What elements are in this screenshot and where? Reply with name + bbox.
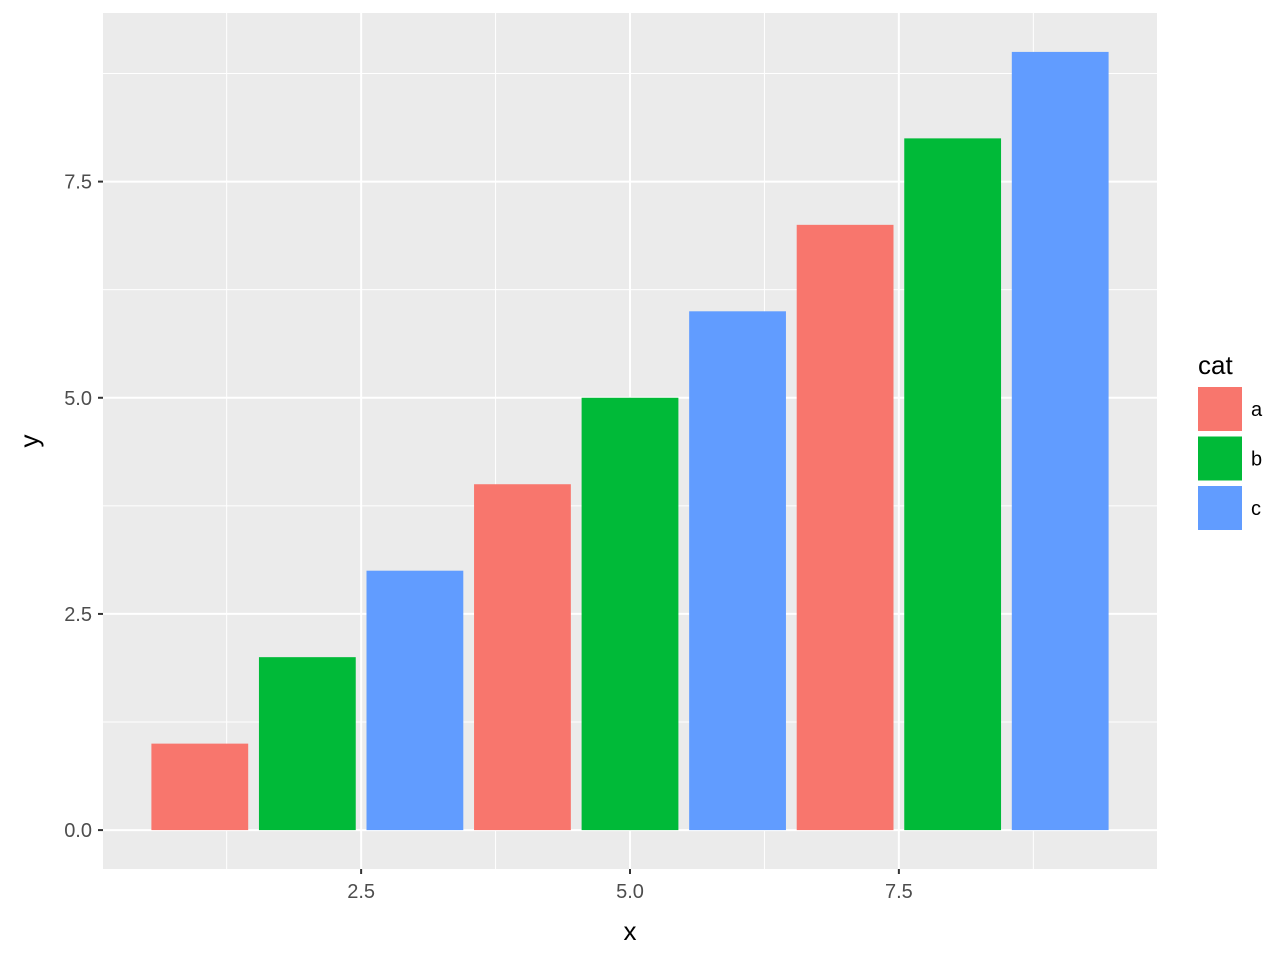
legend-label-a: a: [1251, 399, 1263, 421]
bar-b: [904, 138, 1002, 831]
y-tick-label: 7.5: [64, 172, 92, 194]
legend-key-b: [1198, 436, 1242, 481]
legend-key-c: [1198, 486, 1242, 530]
legend-title: cat: [1198, 350, 1233, 380]
bar-a: [151, 743, 249, 831]
x-tick-label: 5.0: [616, 881, 644, 903]
y-axis-label: y: [14, 435, 44, 448]
legend-label-c: c: [1251, 498, 1261, 520]
bar-b: [258, 657, 356, 831]
x-tick-label: 2.5: [347, 881, 375, 903]
bar-c: [689, 311, 786, 831]
y-tick-label: 0.0: [64, 820, 92, 842]
bars: [151, 51, 1109, 831]
bar-b: [581, 397, 679, 831]
legend: cat a b c: [1198, 350, 1263, 530]
legend-label-b: b: [1251, 449, 1262, 471]
y-tick-label: 5.0: [64, 388, 92, 410]
bar-c: [1011, 51, 1109, 831]
legend-key-a: [1198, 387, 1242, 431]
axes: 2.5 5.0 7.5 0.0 2.5 5.0 7.5: [64, 172, 913, 903]
bar-c: [366, 570, 464, 831]
bar-a: [474, 484, 571, 831]
x-tick-label: 7.5: [885, 881, 913, 903]
x-axis-label: x: [624, 916, 637, 946]
y-tick-label: 2.5: [64, 604, 92, 626]
bar-a: [796, 224, 894, 831]
